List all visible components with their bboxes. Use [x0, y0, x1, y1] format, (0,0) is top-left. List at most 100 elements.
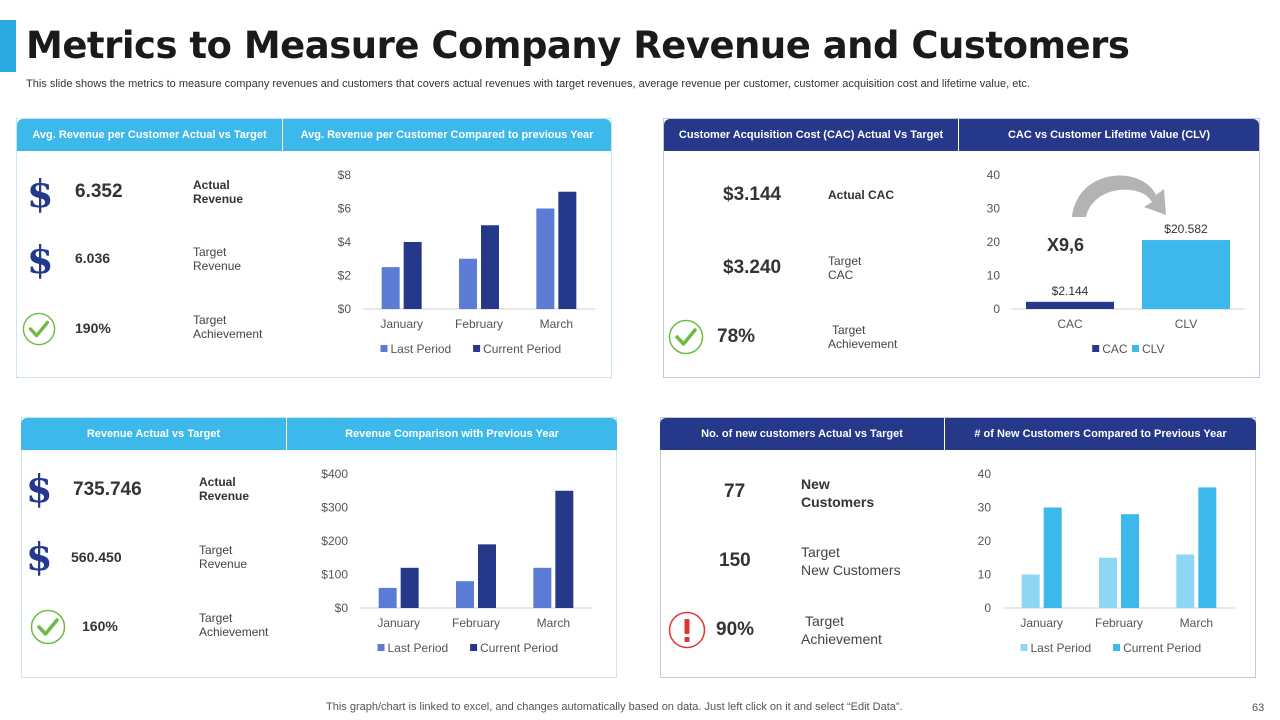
check-circle-icon — [668, 319, 704, 355]
check-circle-icon — [22, 312, 56, 346]
panel-header: Avg. Revenue per Customer Actual vs Targ… — [17, 119, 611, 151]
y-tick-label: 10 — [978, 568, 992, 582]
legend-label: Current Period — [480, 641, 558, 655]
y-tick-label: $300 — [321, 501, 348, 515]
exclamation-circle-icon — [668, 611, 706, 649]
page-number: 63 — [1252, 702, 1265, 714]
tab-revenue-previous-year[interactable]: Revenue Comparison with Previous Year — [286, 418, 617, 450]
tab-new-customers-previous-year[interactable]: # of New Customers Compared to Previous … — [944, 418, 1256, 450]
bar-last-period[interactable] — [378, 587, 397, 608]
y-tick-label: 0 — [993, 302, 1000, 316]
metric-label: Actual Revenue — [199, 475, 250, 503]
metric-value: 6.036 — [75, 250, 111, 266]
panel-avg-revenue: Avg. Revenue per Customer Actual vs Targ… — [16, 118, 612, 378]
y-tick-label: 10 — [987, 269, 1001, 283]
legend-swatch — [1132, 345, 1139, 352]
x-tick-label: February — [455, 317, 503, 331]
tab-avg-revenue-actual-vs-target[interactable]: Avg. Revenue per Customer Actual vs Targ… — [17, 119, 282, 151]
panel-revenue: Revenue Actual vs Target Revenue Compari… — [21, 417, 617, 678]
metric-label: Target Revenue — [199, 543, 248, 571]
data-label: $20.582 — [1164, 222, 1208, 236]
bar-current-period[interactable] — [1121, 514, 1139, 608]
x-tick-label: March — [1180, 616, 1213, 630]
legend-swatch — [1020, 644, 1028, 651]
metric-label: Target New Customers — [801, 544, 901, 578]
y-tick-label: $200 — [321, 534, 348, 548]
y-tick-label: $4 — [338, 235, 352, 249]
bar-last-period[interactable] — [533, 567, 552, 608]
bar-last-period[interactable] — [1021, 574, 1040, 609]
x-tick-label: March — [540, 317, 573, 331]
panel-header: Revenue Actual vs Target Revenue Compari… — [21, 418, 617, 450]
metric-label: Target Achievement — [193, 313, 263, 341]
chart-cac-vs-clv[interactable]: 0 10 20 30 40 $2.144 CAC $20.582 CLV CAC CLV — [954, 159, 1254, 369]
bar-last-period[interactable] — [536, 208, 555, 310]
metric-value: 150 — [719, 550, 751, 571]
metric-label: Target Achievement — [199, 611, 269, 639]
bar-current-period[interactable] — [403, 242, 422, 309]
page-title: Metrics to Measure Company Revenue and C… — [26, 24, 1130, 67]
y-tick-label: 20 — [978, 534, 992, 548]
y-tick-label: $2 — [338, 269, 352, 283]
x-tick-label: January — [377, 616, 420, 630]
x-tick-label: CLV — [1175, 317, 1197, 331]
tab-new-customers-actual-vs-target[interactable]: No. of new customers Actual vs Target — [660, 418, 944, 450]
panel-header: No. of new customers Actual vs Target # … — [660, 418, 1256, 450]
bar-current-period[interactable] — [558, 191, 577, 309]
legend-label: Current Period — [1123, 641, 1201, 655]
metric-value: 78% — [717, 326, 756, 347]
metric-value: 560.450 — [71, 549, 122, 565]
metric-value: $3.144 — [723, 184, 782, 205]
bar-last-period[interactable] — [381, 267, 400, 309]
bar-clv[interactable] — [1142, 240, 1230, 309]
bar-current-period[interactable] — [481, 225, 499, 309]
legend-swatch — [377, 644, 385, 651]
panel-cac-clv: Customer Acquisition Cost (CAC) Actual V… — [663, 118, 1260, 378]
data-label: $2.144 — [1052, 284, 1089, 298]
tab-revenue-actual-vs-target[interactable]: Revenue Actual vs Target — [21, 418, 286, 450]
curved-arrow-icon — [1072, 175, 1166, 217]
legend-label: Last Period — [391, 342, 452, 356]
dollar-icon: $ — [27, 171, 54, 216]
x-tick-label: February — [452, 616, 500, 630]
metric-value: 160% — [82, 618, 118, 634]
legend-swatch — [1113, 644, 1121, 651]
bar-last-period[interactable] — [1176, 554, 1195, 608]
bar-last-period[interactable] — [456, 581, 474, 608]
check-circle-icon — [30, 609, 66, 645]
panel-header: Customer Acquisition Cost (CAC) Actual V… — [664, 119, 1259, 151]
bar-last-period[interactable] — [1099, 557, 1117, 608]
tab-cac-actual-vs-target[interactable]: Customer Acquisition Cost (CAC) Actual V… — [664, 119, 958, 151]
x-tick-label: March — [537, 616, 570, 630]
metric-label: Target Revenue — [193, 245, 242, 273]
legend-label: CLV — [1142, 342, 1164, 356]
metric-value: 190% — [75, 320, 111, 336]
metric-label: Target Achievement — [801, 613, 882, 647]
x-tick-label: January — [380, 317, 423, 331]
y-tick-label: $400 — [321, 467, 348, 481]
chart-new-customers[interactable]: 0 10 20 30 40 January February March Last Period… — [945, 458, 1245, 668]
bar-current-period[interactable] — [400, 567, 419, 608]
title-accent-bar — [0, 20, 16, 72]
y-tick-label: 30 — [987, 202, 1001, 216]
legend-swatch — [380, 345, 388, 352]
metric-label: Actual CAC — [828, 188, 895, 202]
metric-label: Target CAC — [828, 254, 862, 282]
chart-revenue-comparison[interactable]: $0 $100 $200 $300 $400 January February March La… — [302, 458, 602, 668]
metric-label: New Customers — [801, 476, 875, 510]
metric-value: 90% — [716, 619, 755, 640]
bar-last-period[interactable] — [459, 258, 477, 309]
chart-avg-revenue[interactable]: $0 $2 $4 $6 $8 January February March Last Perio… — [305, 159, 605, 369]
bar-current-period[interactable] — [1198, 487, 1217, 608]
bar-cac[interactable] — [1026, 301, 1114, 309]
dollar-icon: $ — [26, 534, 53, 579]
bar-current-period[interactable] — [555, 490, 574, 608]
bar-current-period[interactable] — [478, 544, 496, 608]
bar-current-period[interactable] — [1043, 507, 1062, 609]
tab-avg-revenue-previous-year[interactable]: Avg. Revenue per Customer Compared to pr… — [282, 119, 611, 151]
y-tick-label: 40 — [987, 168, 1001, 182]
metric-value: 735.746 — [73, 479, 142, 500]
y-tick-label: $100 — [321, 568, 348, 582]
metric-value: $3.240 — [723, 257, 782, 278]
tab-cac-vs-clv[interactable]: CAC vs Customer Lifetime Value (CLV) — [958, 119, 1259, 151]
